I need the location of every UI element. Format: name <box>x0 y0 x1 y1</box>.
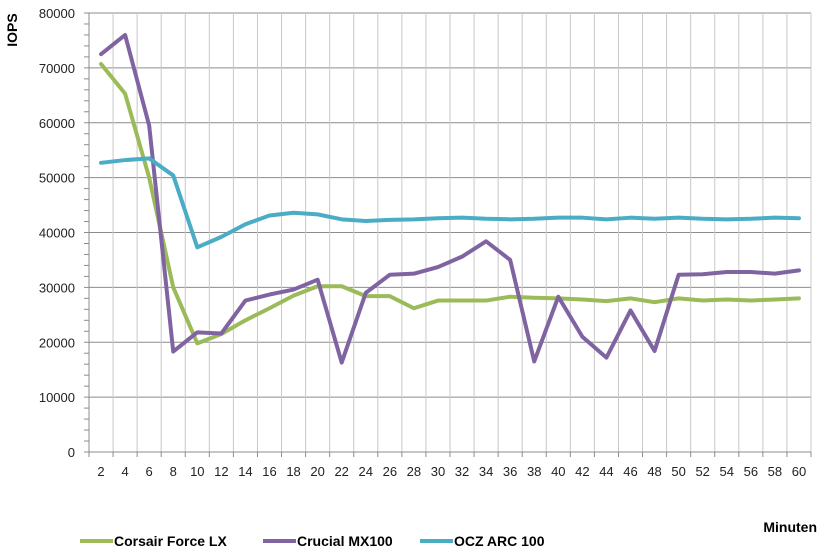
series-line-0 <box>99 62 801 346</box>
x-tick-label: 34 <box>479 464 493 479</box>
y-tick-label: 80000 <box>39 6 75 21</box>
x-tick-label: 14 <box>238 464 252 479</box>
x-tick-label: 50 <box>671 464 685 479</box>
x-tick-label: 30 <box>431 464 445 479</box>
x-tick-label: 10 <box>190 464 204 479</box>
x-tick-label: 36 <box>503 464 517 479</box>
series-line-1 <box>99 32 801 365</box>
x-axis-title: Minuten <box>763 519 817 535</box>
y-axis-title: IOPS <box>4 13 20 46</box>
x-tick-label: 42 <box>575 464 589 479</box>
gridlines <box>88 12 812 452</box>
legend: Corsair Force LX Crucial MX100 OCZ ARC 100 <box>80 533 545 549</box>
x-tick-label: 22 <box>334 464 348 479</box>
x-tick-label: 54 <box>720 464 734 479</box>
legend-label: Crucial MX100 <box>297 533 393 549</box>
y-tick-label: 0 <box>68 445 75 460</box>
x-tick-label: 44 <box>599 464 613 479</box>
x-tick-label: 46 <box>623 464 637 479</box>
x-tick-label: 20 <box>310 464 324 479</box>
series-line-2 <box>99 156 801 250</box>
x-tick-labels: 2 4 6 8 10 12 14 16 18 20 22 24 26 28 30 32 34 36 38 40 42 44… <box>97 464 806 479</box>
series-lines <box>99 32 801 365</box>
x-tick-label: 18 <box>286 464 300 479</box>
y-tick-label: 50000 <box>39 171 75 186</box>
x-tick-label: 56 <box>744 464 758 479</box>
y-tick-label: 60000 <box>39 116 75 131</box>
x-tick-label: 40 <box>551 464 565 479</box>
x-tick-label: 24 <box>359 464 373 479</box>
x-tick-label: 52 <box>695 464 709 479</box>
x-tick-label: 4 <box>121 464 128 479</box>
y-tick-label: 30000 <box>39 280 75 295</box>
axes <box>84 12 812 457</box>
x-tick-label: 58 <box>768 464 782 479</box>
y-tick-labels: 0 10000 20000 30000 40000 50000 60000 70000 8000… <box>39 6 75 460</box>
x-tick-label: 26 <box>383 464 397 479</box>
y-tick-label: 10000 <box>39 390 75 405</box>
x-tick-label: 2 <box>97 464 104 479</box>
x-tick-label: 32 <box>455 464 469 479</box>
x-tick-label: 60 <box>792 464 806 479</box>
y-tick-label: 20000 <box>39 335 75 350</box>
y-tick-label: 70000 <box>39 61 75 76</box>
legend-label: Corsair Force LX <box>114 533 227 549</box>
legend-label: OCZ ARC 100 <box>454 533 545 549</box>
x-tick-label: 48 <box>647 464 661 479</box>
x-tick-label: 28 <box>407 464 421 479</box>
x-tick-label: 6 <box>146 464 153 479</box>
x-tick-label: 8 <box>170 464 177 479</box>
x-tick-label: 12 <box>214 464 228 479</box>
x-tick-label: 16 <box>262 464 276 479</box>
y-tick-label: 40000 <box>39 226 75 241</box>
x-tick-label: 38 <box>527 464 541 479</box>
